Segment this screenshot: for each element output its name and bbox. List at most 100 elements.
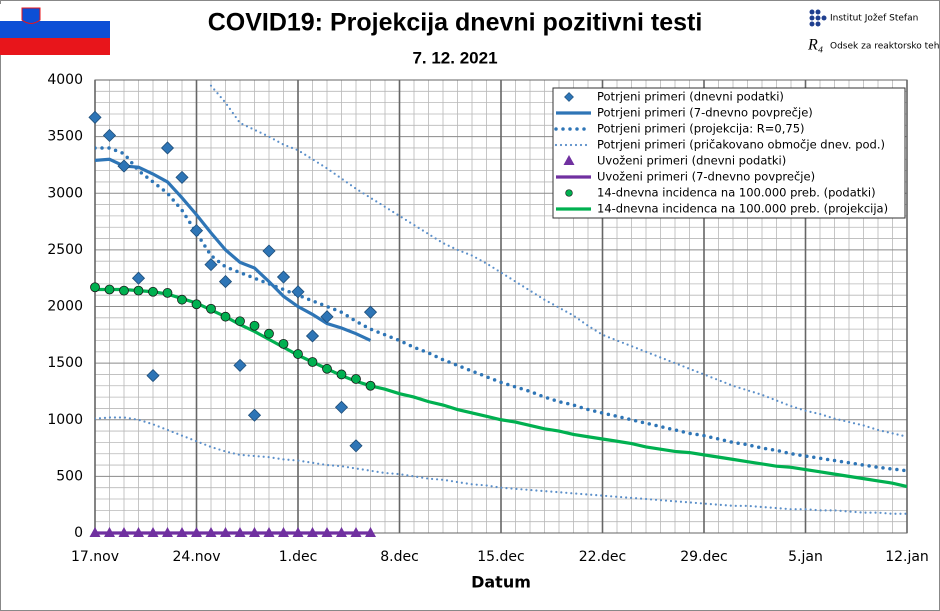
x-tick-label: 29.dec: [680, 549, 727, 565]
series-line: [95, 416, 907, 515]
y-tick-label: 3000: [47, 185, 83, 201]
point: [206, 303, 216, 314]
point: [305, 329, 320, 343]
point: [293, 349, 303, 359]
point: [365, 527, 376, 537]
point: [334, 400, 349, 414]
point: [278, 338, 289, 349]
point: [220, 311, 231, 322]
point: [175, 170, 189, 184]
point: [119, 285, 129, 296]
point: [278, 527, 289, 537]
point: [204, 258, 218, 272]
point: [349, 439, 363, 453]
series-line: [209, 84, 907, 438]
x-axis-label: Datum: [471, 573, 531, 592]
legend-marker: [564, 92, 574, 102]
point: [218, 275, 233, 289]
point: [205, 527, 217, 537]
point: [131, 271, 146, 285]
point: [350, 527, 362, 537]
point: [291, 285, 305, 299]
point: [363, 305, 378, 319]
point: [321, 527, 333, 537]
point: [90, 282, 100, 293]
point: [247, 408, 262, 422]
y-tick-label: 500: [56, 468, 83, 484]
point: [365, 380, 376, 391]
point: [146, 369, 160, 383]
point: [162, 288, 173, 298]
logo-text: Institut Jožef Stefan: [830, 14, 918, 24]
legend-label: Potrjeni primeri (7-dnevno povprečje): [597, 106, 813, 120]
point: [292, 527, 304, 537]
y-tick-label: 2500: [47, 242, 83, 258]
point: [89, 527, 101, 537]
legend-label: 14-dnevna incidenca na 100.000 preb. (pr…: [597, 202, 888, 216]
point: [160, 141, 175, 155]
logo-text: Odsek za reaktorsko tehniko: [830, 42, 940, 52]
point: [189, 224, 204, 238]
y-tick-label: 2000: [47, 299, 83, 315]
point: [133, 527, 144, 537]
point: [104, 527, 115, 537]
point: [307, 527, 318, 537]
point: [235, 316, 245, 327]
point: [264, 328, 274, 339]
point: [118, 527, 130, 537]
point: [176, 527, 188, 537]
point: [102, 128, 117, 143]
legend-label: Potrjeni primeri (dnevni podatki): [597, 90, 784, 104]
point: [351, 374, 361, 384]
point: [220, 527, 231, 537]
point: [322, 363, 332, 374]
legend-label: Potrjeni primeri (pričakovano območje dn…: [597, 138, 885, 152]
x-tick-label: 5.jan: [788, 549, 823, 565]
point: [147, 527, 159, 537]
x-tick-label: 8.dec: [380, 549, 419, 565]
point: [133, 285, 144, 296]
point: [234, 527, 246, 537]
x-tick-label: 15.dec: [477, 549, 524, 565]
plot-border: [94, 79, 908, 534]
point: [262, 244, 276, 258]
svg-text:R₄: R₄: [807, 37, 823, 54]
point: [88, 110, 102, 124]
x-tick-label: 1.dec: [279, 549, 318, 565]
point: [263, 527, 275, 537]
x-tick-label: 24.nov: [173, 549, 221, 565]
legend-label: 14-dnevna incidenca na 100.000 preb. (po…: [597, 186, 876, 200]
point: [320, 310, 334, 324]
series-line: [95, 146, 907, 473]
legend-box: [552, 87, 906, 219]
point: [336, 527, 347, 537]
y-tick-label: 3500: [47, 129, 83, 145]
y-tick-label: 0: [74, 525, 83, 541]
point: [276, 270, 291, 284]
point: [191, 299, 202, 310]
y-tick-label: 1000: [47, 412, 83, 428]
series-line: [95, 287, 907, 489]
x-tick-label: 17.nov: [71, 549, 119, 565]
flag: [0, 4, 110, 55]
point: [307, 357, 318, 367]
legend-marker: [563, 155, 575, 165]
legend-label: Potrjeni primeri (projekcija: R=0,75): [597, 122, 805, 136]
chart-subtitle: 7. 12. 2021: [412, 48, 497, 67]
y-tick-label: 4000: [47, 72, 83, 88]
point: [191, 527, 202, 537]
x-tick-label: 12.jan: [885, 549, 929, 565]
point: [162, 527, 173, 537]
point: [104, 284, 115, 295]
logo-ijs: R₄: [807, 9, 827, 54]
legend-marker: [565, 189, 573, 197]
y-tick-label: 1500: [47, 355, 83, 371]
point: [117, 159, 131, 173]
chart-title: COVID19: Projekcija dnevni pozitivni tes…: [208, 9, 703, 37]
legend-label: Uvoženi primeri (dnevni podatki): [597, 154, 786, 168]
point: [233, 358, 247, 372]
point: [336, 369, 347, 380]
legend-label: Uvoženi primeri (7-dnevno povprečje): [597, 170, 815, 184]
point: [249, 320, 260, 331]
